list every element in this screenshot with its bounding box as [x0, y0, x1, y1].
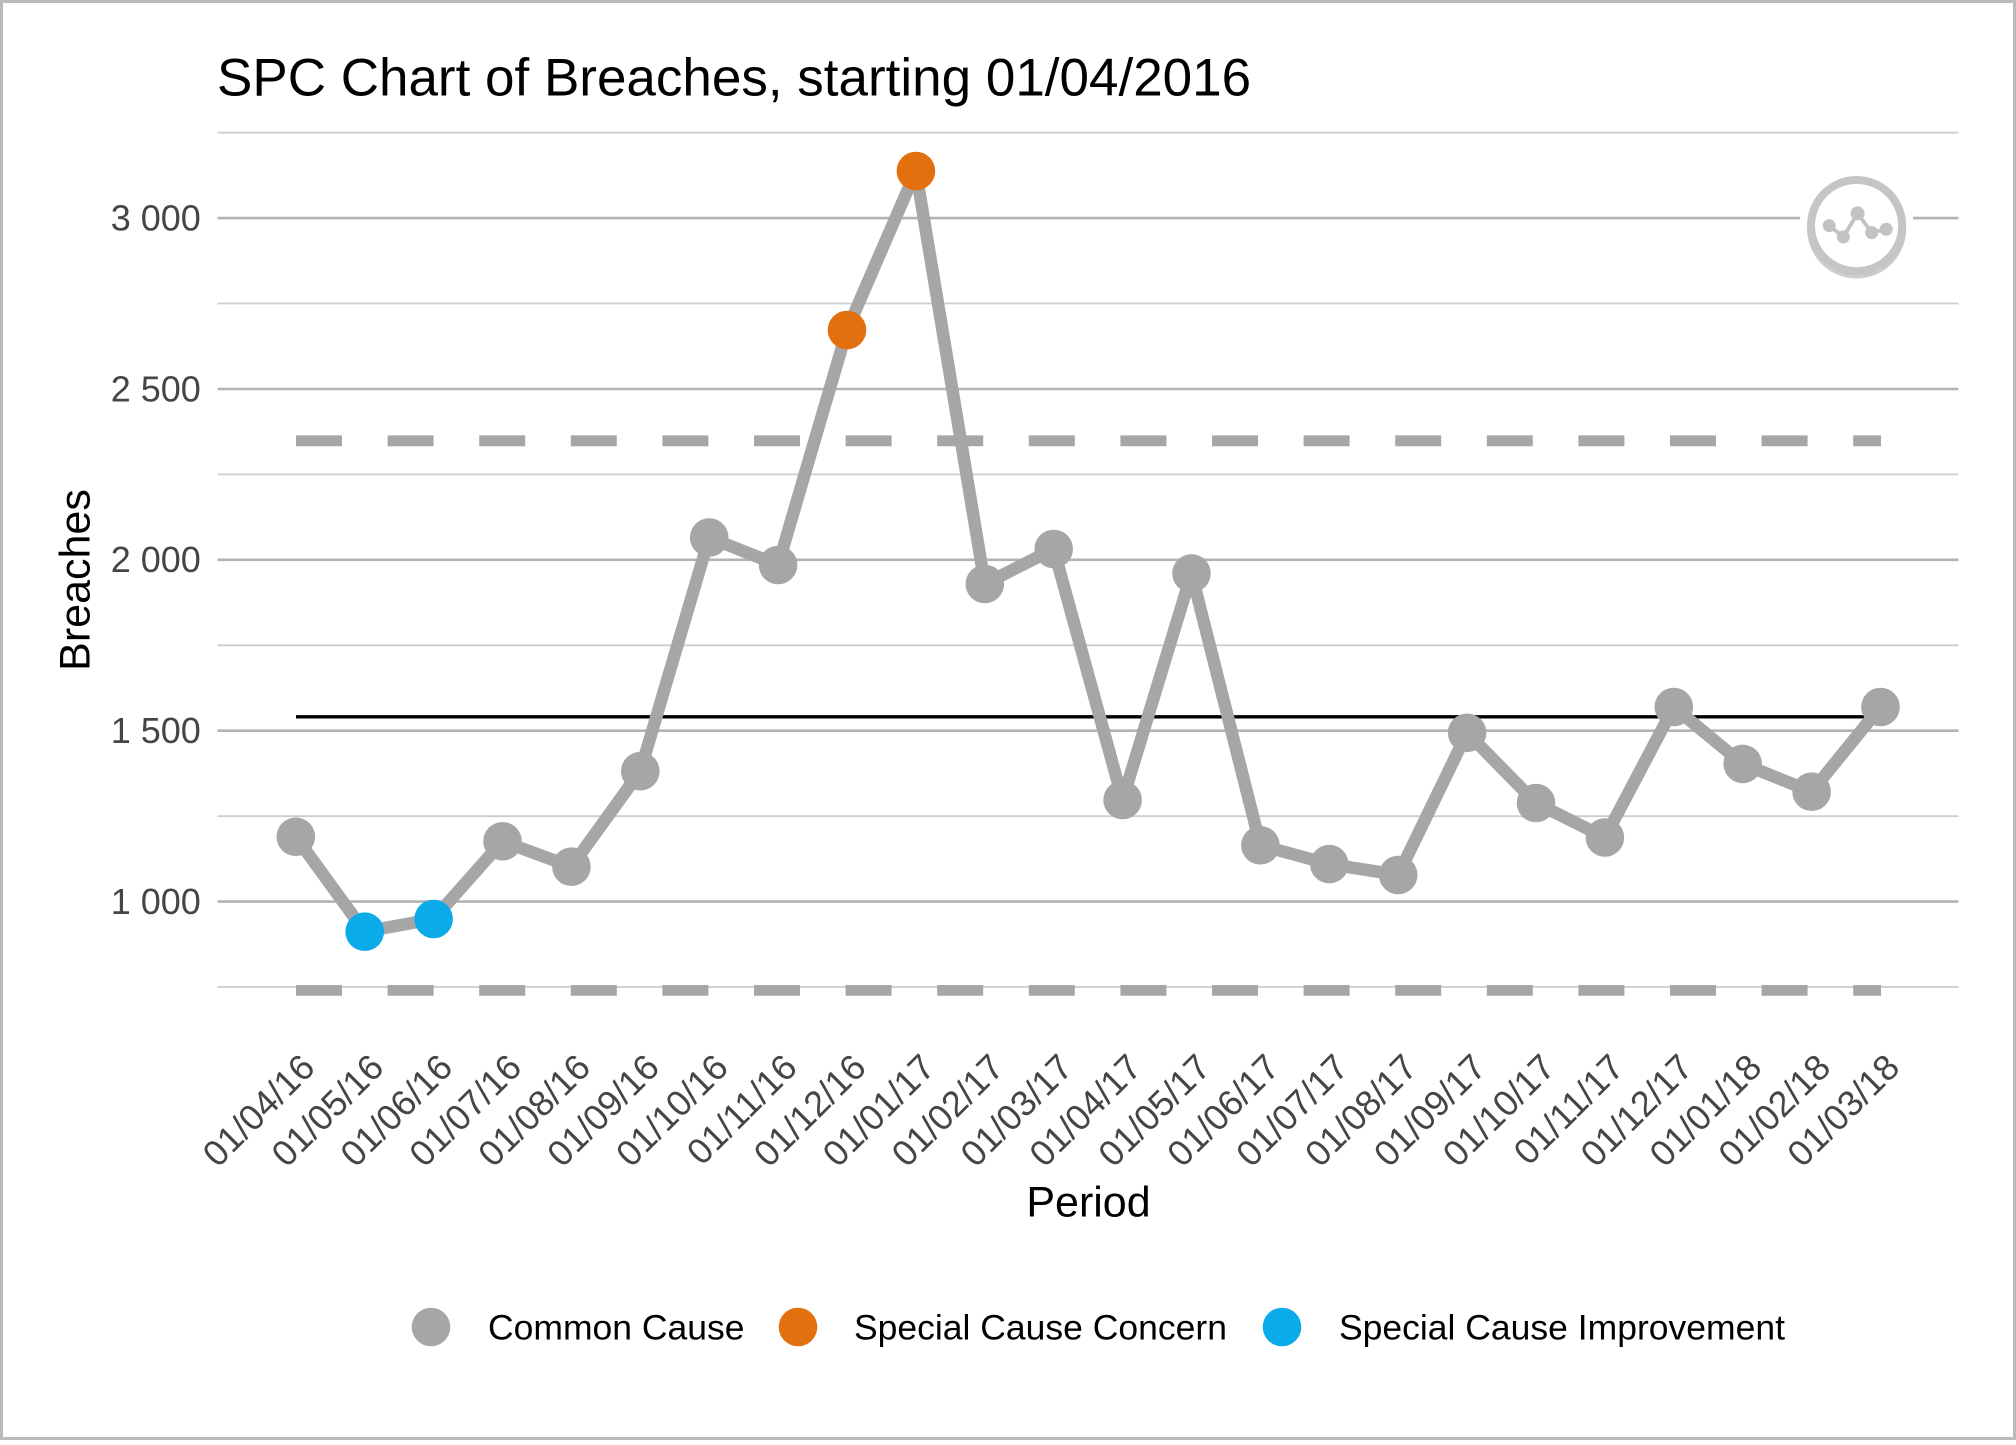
svg-text:3 000: 3 000: [111, 197, 201, 238]
svg-text:Period: Period: [1026, 1178, 1150, 1226]
svg-text:Special Cause Improvement: Special Cause Improvement: [1339, 1308, 1785, 1348]
svg-text:SPC Chart of Breaches, startin: SPC Chart of Breaches, starting 01/04/20…: [217, 49, 1251, 108]
svg-text:1 500: 1 500: [111, 710, 201, 751]
svg-text:Common Cause: Common Cause: [488, 1308, 745, 1348]
svg-text:Breaches: Breaches: [52, 489, 100, 671]
svg-text:2 500: 2 500: [111, 368, 201, 409]
svg-text:2 000: 2 000: [111, 539, 201, 580]
svg-text:1 000: 1 000: [111, 881, 201, 922]
svg-text:Special Cause Concern: Special Cause Concern: [854, 1308, 1227, 1348]
